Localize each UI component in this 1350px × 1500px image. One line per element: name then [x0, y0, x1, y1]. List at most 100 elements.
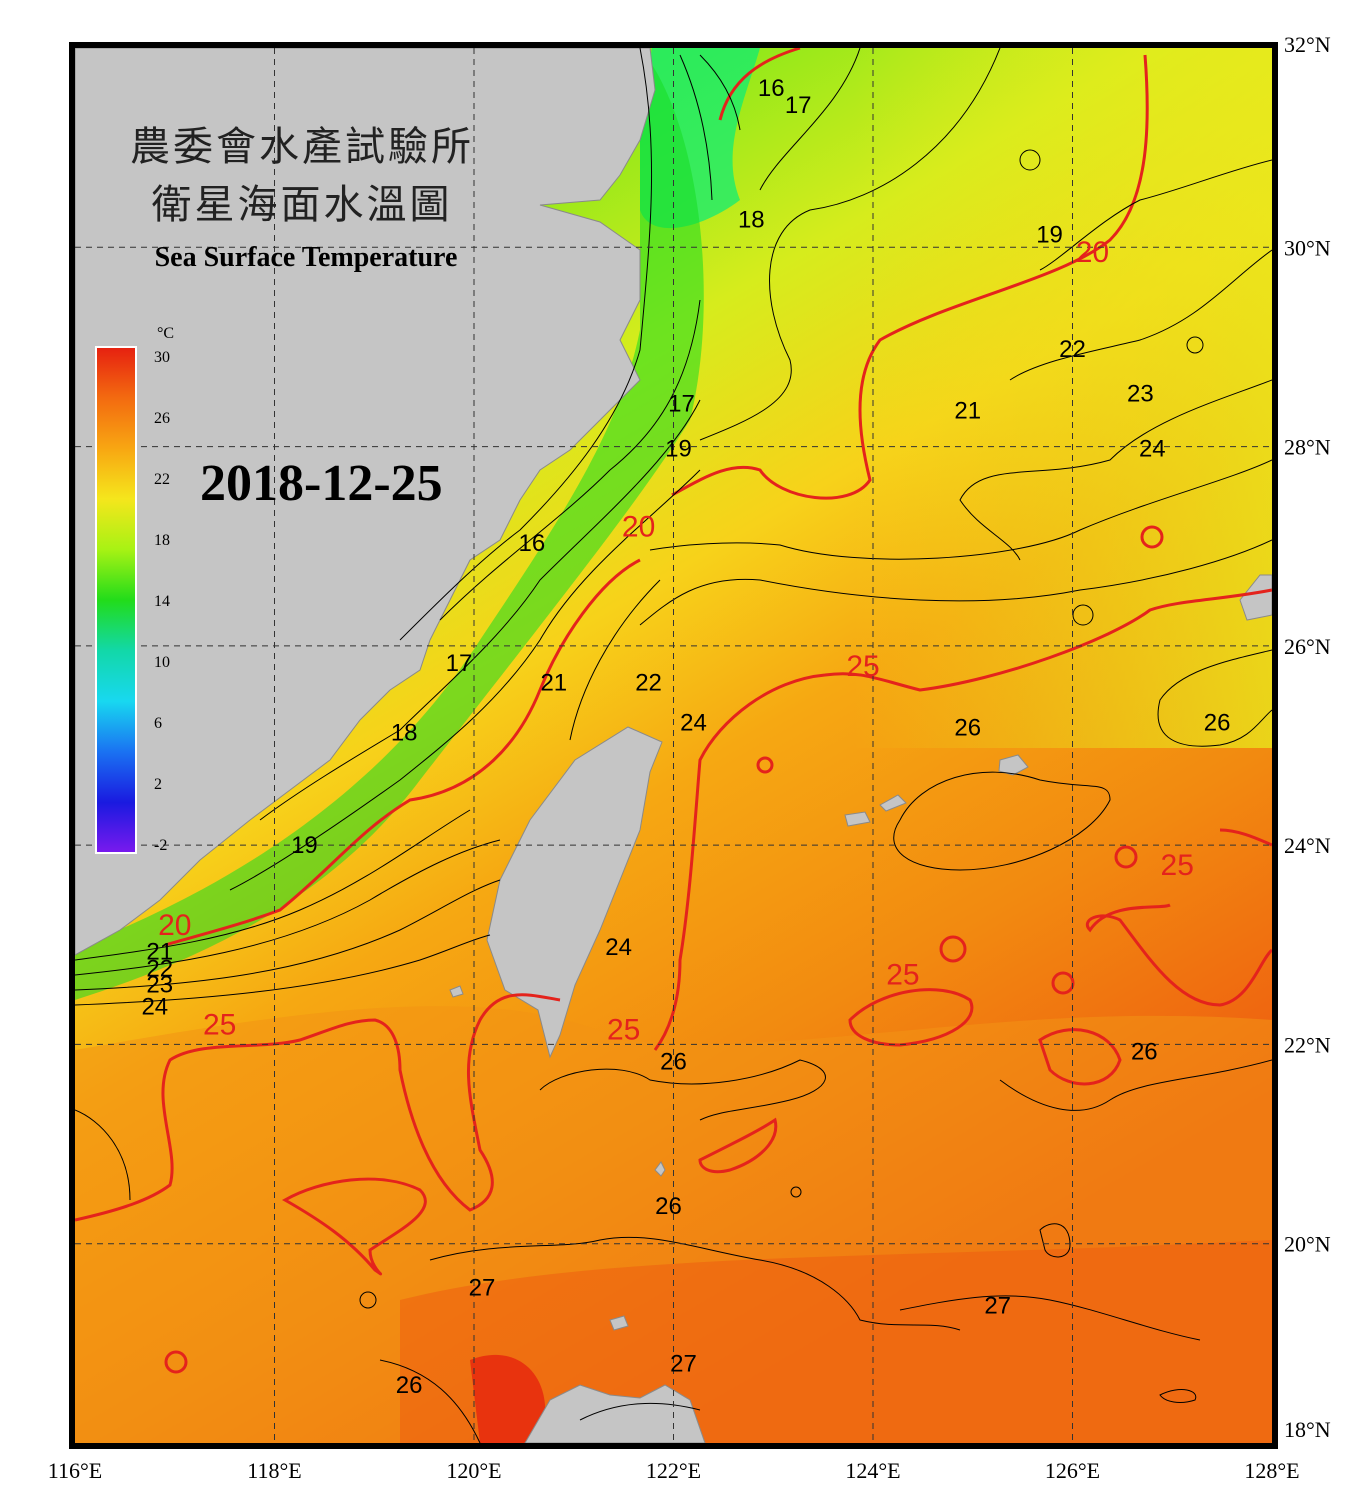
graticule-grid [75, 48, 1272, 1443]
isotherm-label-major: 20 [158, 909, 191, 942]
longitude-label: 120°E [446, 1458, 501, 1483]
isotherm-label: 16 [758, 75, 785, 102]
island-ryukyu-3 [879, 794, 907, 812]
colorbar-tick-label: 2 [154, 776, 162, 793]
isotherm-25-loop-3 [1038, 1028, 1122, 1086]
latitude-label: 24°N [1284, 833, 1331, 858]
isotherm-label: 22 [146, 956, 173, 983]
isotherm-label: 22 [1059, 336, 1086, 363]
isotherm-20-north [671, 54, 1149, 500]
isotherm-label: 27 [670, 1350, 697, 1377]
longitude-labels: 116°E 118°E 120°E 122°E 124°E 126°E 128°E [48, 1458, 1300, 1483]
isotherm-label: 17 [668, 391, 695, 418]
map-frame [69, 42, 1278, 1449]
luzon-island [524, 1384, 706, 1443]
colorbar-unit: °C [157, 325, 174, 342]
title-english: Sea Surface Temperature [155, 242, 458, 273]
island-ryukyu-1 [998, 754, 1029, 776]
longitude-label: 126°E [1045, 1458, 1100, 1483]
isotherm-label: 17 [446, 650, 473, 677]
isotherm-label: 21 [954, 398, 981, 425]
isotherm-25-loop-4 [281, 1177, 427, 1276]
land-mass [75, 48, 1272, 1443]
isotherm-25-loop-2 [848, 988, 974, 1047]
latitude-label: 32°N [1284, 32, 1331, 57]
isotherm-25-loop-1 [698, 1117, 778, 1174]
isotherm-label-major: 20 [1076, 236, 1109, 269]
island-ryukyu-2 [844, 811, 871, 827]
isotherm-25-north [653, 588, 1272, 1051]
isotherm-label: 27 [984, 1292, 1011, 1319]
isotherm-label-major: 25 [886, 959, 919, 992]
longitude-label: 124°E [845, 1458, 900, 1483]
latitude-label: 18°N [1284, 1417, 1331, 1442]
title-line-1: 農委會水產試驗所 [130, 124, 474, 170]
colorbar-tick-label: 10 [154, 654, 170, 671]
isotherm-25-circle-5 [164, 1350, 188, 1374]
isotherm-label: 16 [519, 530, 546, 557]
title-line-2: 衛星海面水溫圖 [152, 182, 453, 228]
island-okinawa [1239, 574, 1272, 621]
isotherm-25-south [75, 993, 561, 1222]
isotherm-lines [75, 48, 1272, 1443]
latitude-label: 26°N [1284, 634, 1331, 659]
isotherm-25-circle-1 [1140, 525, 1164, 549]
isotherm-label-major: 25 [1161, 849, 1194, 882]
isotherm-label: 21 [146, 939, 173, 966]
isotherm-label: 26 [396, 1372, 423, 1399]
isotherm-label: 17 [785, 92, 812, 119]
isotherm-label: 23 [146, 972, 173, 999]
isotherm-label: 24 [1139, 436, 1166, 463]
isotherm-label: 26 [1204, 710, 1231, 737]
latitude-label: 20°N [1284, 1232, 1331, 1257]
colorbar-tick-label: 30 [154, 349, 170, 366]
isotherm-label: 19 [1036, 221, 1063, 248]
isotherm-label-major: 25 [607, 1013, 640, 1046]
colorbar-tick-label: 26 [154, 410, 170, 427]
mainland-china [75, 48, 656, 956]
isotherm-label: 26 [660, 1048, 687, 1075]
isotherm-label: 18 [391, 720, 418, 747]
latitude-label: 28°N [1284, 435, 1331, 460]
isotherm-label: 26 [655, 1193, 682, 1220]
island-penghu [449, 985, 464, 998]
isotherm-label: 21 [540, 670, 567, 697]
longitude-label: 122°E [646, 1458, 701, 1483]
isotherm-25-circle-6 [756, 756, 774, 774]
isotherm-label: 22 [635, 670, 662, 697]
isotherm-label: 26 [954, 715, 981, 742]
isotherm-label: 24 [141, 994, 168, 1021]
isotherm-label-major: 25 [846, 650, 879, 683]
island-batanes [654, 1161, 666, 1177]
isotherm-20-east [718, 48, 801, 121]
longitude-label: 128°E [1244, 1458, 1299, 1483]
isotherm-20-west [164, 558, 641, 947]
colorbar-tick-label: 22 [154, 471, 170, 488]
latitude-label: 30°N [1284, 235, 1331, 260]
isotherm-label: 24 [605, 934, 632, 961]
date-label: 2018-12-25 [200, 455, 443, 512]
taiwan-island [486, 726, 663, 1059]
isotherm-label: 23 [1127, 381, 1154, 408]
island-babuyan [609, 1315, 629, 1331]
longitude-label: 118°E [247, 1458, 301, 1483]
isotherm-25-east [1086, 828, 1272, 1007]
isotherm-label: 18 [738, 206, 765, 233]
isotherm-label: 27 [469, 1275, 496, 1302]
isotherm-label: 26 [1131, 1038, 1158, 1065]
longitude-label: 116°E [48, 1458, 102, 1483]
isotherm-label-major: 20 [622, 510, 655, 543]
colorbar-ticks: 30 26 22 18 14 10 6 2 -2 [154, 349, 170, 854]
latitude-labels: 32°N 30°N 28°N 26°N 24°N 22°N 20°N 18°N [1284, 32, 1331, 1442]
isotherm-label: 19 [291, 832, 318, 859]
latitude-label: 22°N [1284, 1032, 1331, 1057]
isotherm-label: 19 [665, 436, 692, 463]
colorbar-tick-label: 18 [154, 532, 170, 549]
isotherm-25-circle-2 [1114, 845, 1138, 869]
colorbar-swatch [95, 346, 137, 854]
isotherm-label: 24 [680, 710, 707, 737]
colorbar-tick-label: 6 [154, 715, 162, 732]
isotherm-label-major: 25 [203, 1008, 236, 1041]
